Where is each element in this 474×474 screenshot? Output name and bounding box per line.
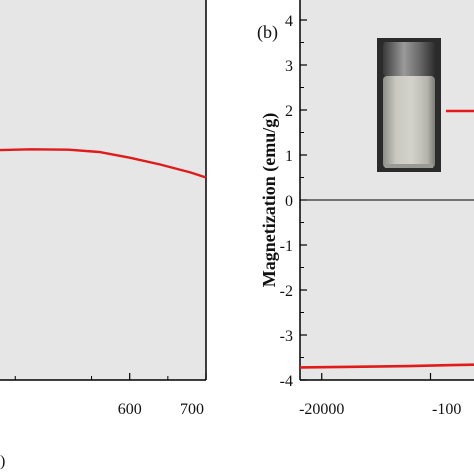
panel-b-series <box>299 109 474 369</box>
panel-b-x-ticks: -20000 -100 <box>299 373 461 418</box>
vial-body <box>383 76 435 168</box>
panel-b-x-tick-label: -100 <box>432 401 461 418</box>
panel-b-y-ticks: 4 3 2 1 0 -1 -2 -3 -4 <box>280 13 307 390</box>
panel-b-y-tick-label: 4 <box>285 13 293 30</box>
panel-b-y-tick-label: -4 <box>280 373 293 390</box>
panel-b-y-tick-label: -3 <box>280 328 293 345</box>
panel-a-series <box>0 148 207 179</box>
panel-a: 600 700 ) <box>0 0 207 470</box>
panel-a-x-ticks: 600 700 <box>14 373 207 418</box>
panel-a-footer-fragment: ) <box>0 453 5 470</box>
panel-b-y-tick-label: 0 <box>285 193 293 210</box>
panel-a-plot-area <box>0 0 206 380</box>
panel-b-x-tick-label: -20000 <box>299 401 344 418</box>
panel-a-series-line <box>0 148 207 179</box>
vial-bottom <box>385 164 433 168</box>
panel-b-series-line <box>299 363 474 369</box>
panel-b-y-tick-label: -2 <box>280 283 293 300</box>
panel-b-y-tick-label: 2 <box>285 103 293 120</box>
panel-a-x-tick-label: 600 <box>118 401 142 418</box>
vial-cap <box>383 42 435 76</box>
panel-b-y-tick-label: 1 <box>285 148 293 165</box>
panel-b-label: (b) <box>257 22 278 43</box>
vial-photo-inset <box>377 38 441 172</box>
panel-b-y-tick-label: 3 <box>285 58 293 75</box>
panel-b-y-tick-label: -1 <box>280 238 293 255</box>
panel-a-x-tick-label: 700 <box>180 401 204 418</box>
panel-b: (b) 4 3 2 1 0 -1 -2 -3 -4 -20000 -100 <box>257 0 474 418</box>
panel-b-y-axis-label: Magnetization (emu/g) <box>259 113 280 287</box>
